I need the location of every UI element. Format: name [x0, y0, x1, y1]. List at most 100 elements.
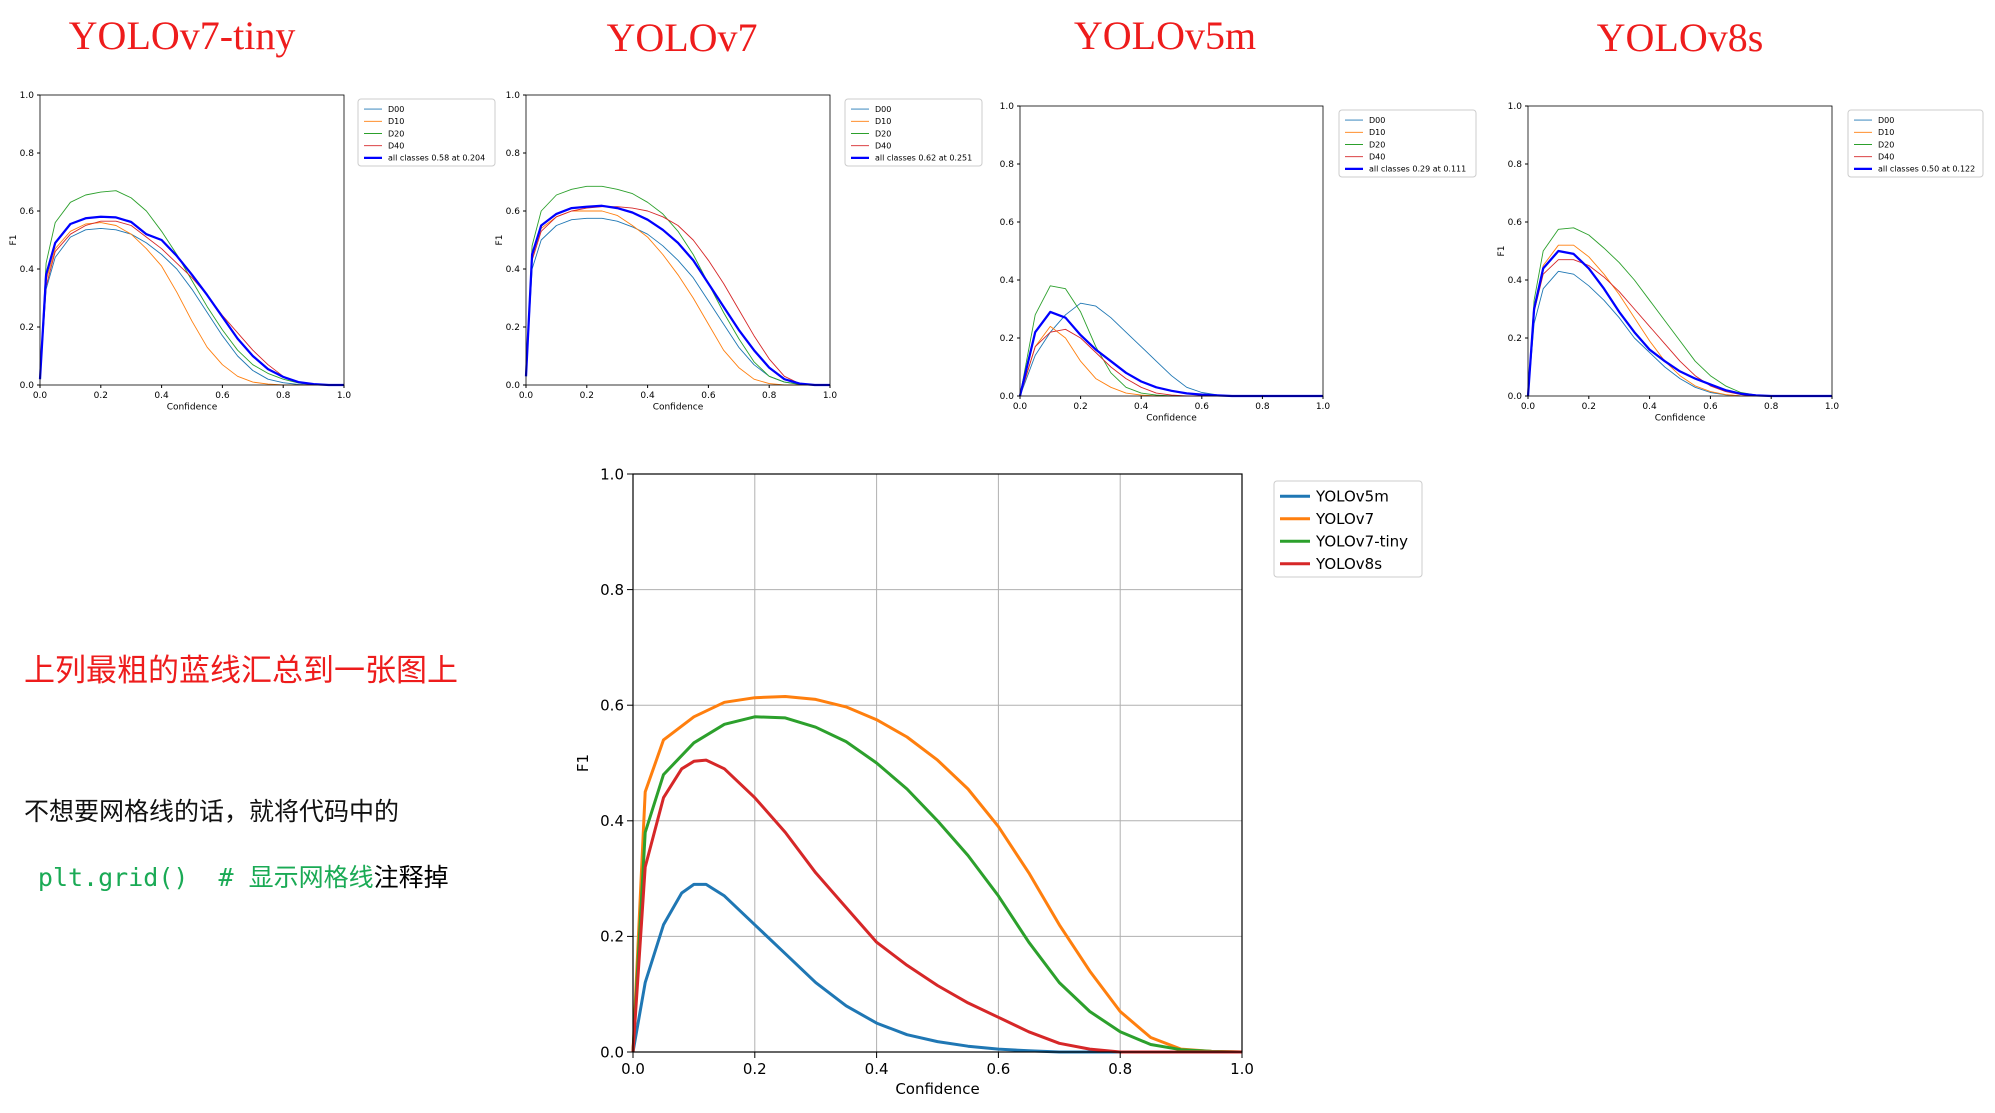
- x-tick-label: 1.0: [823, 391, 838, 401]
- x-tick-label: 1.0: [1316, 402, 1331, 412]
- legend-label: all classes 0.50 at 0.122: [1878, 165, 1975, 174]
- legend-label: D10: [1369, 128, 1385, 137]
- title-yolov7: YOLOv7: [606, 15, 758, 60]
- series-line: [631, 695, 1243, 1054]
- legend-label: D40: [875, 142, 891, 151]
- series-line: [1019, 325, 1323, 397]
- x-tick-label: 0.2: [94, 391, 108, 401]
- x-tick-label: 0.8: [276, 391, 291, 401]
- y-tick-label: 0.8: [1000, 160, 1015, 170]
- legend-label: all classes 0.29 at 0.111: [1369, 165, 1466, 174]
- y-axis-label: F1: [574, 754, 592, 772]
- plot-frame: [632, 473, 1243, 1053]
- legend-label: YOLOv7: [1315, 510, 1374, 528]
- legend-box: [1847, 109, 1984, 178]
- x-tick-label: 0.0: [621, 1060, 645, 1078]
- x-tick-label: 1.0: [1230, 1060, 1254, 1078]
- series-line: [631, 715, 1243, 1054]
- legend-label: D40: [1878, 153, 1894, 162]
- summary-note: 上列最粗的蓝线汇总到一张图上: [24, 653, 458, 689]
- y-tick-label: 0.0: [1508, 392, 1523, 402]
- legend-label: D20: [1878, 140, 1894, 149]
- legend-label: YOLOv7-tiny: [1315, 533, 1408, 551]
- y-tick-label: 0.6: [506, 207, 521, 217]
- series-line: [1019, 285, 1323, 397]
- y-tick-label: 0.6: [1508, 218, 1523, 228]
- legend-label: all classes 0.58 at 0.204: [388, 154, 485, 163]
- plot-frame: [39, 94, 345, 386]
- y-tick-label: 0.6: [1000, 218, 1015, 228]
- y-tick-label: 0.6: [600, 696, 624, 714]
- grid-hint-text: 不想要网格线的话，就将代码中的: [24, 797, 400, 826]
- grid-hint-code-line: plt.grid() # 显示网格线注释掉: [24, 829, 449, 894]
- x-tick-label: 0.6: [701, 391, 716, 401]
- legend-label: D00: [875, 105, 891, 114]
- legend-label: D00: [388, 105, 404, 114]
- x-axis-label: Confidence: [1146, 414, 1197, 424]
- x-tick-label: 0.4: [865, 1060, 889, 1078]
- series-line: [39, 190, 344, 386]
- y-tick-label: 0.8: [506, 149, 521, 159]
- legend-label: all classes 0.62 at 0.251: [875, 154, 972, 163]
- x-tick-label: 0.6: [1703, 402, 1718, 412]
- legend-label: D10: [875, 117, 891, 126]
- grid-hint-code: plt.grid() # 显示网格线: [37, 863, 374, 892]
- y-tick-label: 1.0: [20, 91, 35, 101]
- legend-box: [844, 98, 983, 167]
- series-line: [1527, 244, 1832, 397]
- title-yolov7-tiny: YOLOv7-tiny: [68, 13, 296, 58]
- series-line: [1018, 310, 1323, 398]
- x-axis-label: Confidence: [1655, 414, 1706, 424]
- x-tick-label: 0.8: [1108, 1060, 1132, 1078]
- x-tick-label: 1.0: [337, 391, 352, 401]
- series-line: [631, 758, 1242, 1054]
- x-axis-label: Confidence: [167, 403, 218, 413]
- series-line: [39, 227, 344, 386]
- legend-box: [1273, 480, 1423, 578]
- x-tick-label: 0.4: [1134, 402, 1149, 412]
- series-line: [525, 185, 830, 386]
- y-tick-label: 0.0: [600, 1043, 624, 1061]
- legend-label: D20: [388, 129, 404, 138]
- plot-frame: [525, 94, 831, 386]
- series-line: [38, 215, 344, 387]
- x-tick-label: 0.2: [1073, 402, 1087, 412]
- plot-frame: [1019, 105, 1324, 397]
- x-tick-label: 0.0: [33, 391, 48, 401]
- y-tick-label: 0.8: [1508, 160, 1523, 170]
- x-axis-label: Confidence: [653, 403, 704, 413]
- series-line: [39, 220, 344, 386]
- y-tick-label: 0.6: [20, 207, 35, 217]
- y-tick-label: 0.8: [20, 149, 35, 159]
- grid-hint-suffix: 注释掉: [373, 863, 449, 892]
- legend-label: YOLOv8s: [1315, 555, 1382, 573]
- series-line: [1526, 249, 1832, 398]
- legend-label: D40: [388, 142, 404, 151]
- y-tick-label: 0.4: [20, 265, 35, 275]
- legend-label: D10: [388, 117, 404, 126]
- x-tick-label: 0.2: [580, 391, 594, 401]
- x-tick-label: 0.2: [743, 1060, 767, 1078]
- y-tick-label: 0.4: [600, 812, 624, 830]
- series-line: [524, 204, 830, 387]
- series-line: [525, 206, 830, 386]
- plot-frame: [1527, 105, 1833, 397]
- x-tick-label: 0.0: [1521, 402, 1536, 412]
- y-tick-label: 0.0: [506, 381, 521, 391]
- y-axis-label: F1: [495, 235, 505, 246]
- y-tick-label: 0.2: [1000, 334, 1014, 344]
- y-tick-label: 0.8: [600, 581, 624, 599]
- y-tick-label: 0.2: [1508, 334, 1522, 344]
- legend-label: YOLOv5m: [1315, 488, 1389, 506]
- x-tick-label: 0.8: [1255, 402, 1270, 412]
- legend-label: D40: [1369, 153, 1385, 162]
- legend-label: D00: [1369, 116, 1385, 125]
- y-tick-label: 0.4: [1508, 276, 1523, 286]
- y-tick-label: 0.2: [600, 928, 624, 946]
- y-axis-label: F1: [1497, 246, 1507, 257]
- legend-label: D20: [1369, 140, 1385, 149]
- legend-box: [357, 98, 496, 167]
- title-yolov5m: YOLOv5m: [1073, 13, 1257, 58]
- x-tick-label: 0.8: [1764, 402, 1779, 412]
- x-tick-label: 0.0: [519, 391, 534, 401]
